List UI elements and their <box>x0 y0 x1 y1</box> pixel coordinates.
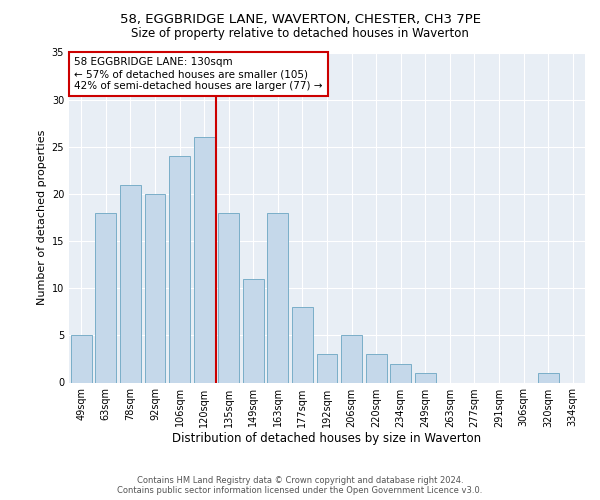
Bar <box>341 336 362 382</box>
Bar <box>218 213 239 382</box>
Bar <box>415 373 436 382</box>
Bar <box>292 307 313 382</box>
Bar <box>243 279 264 382</box>
Bar <box>145 194 166 382</box>
Bar <box>194 138 215 382</box>
Bar <box>365 354 386 382</box>
Text: Size of property relative to detached houses in Waverton: Size of property relative to detached ho… <box>131 28 469 40</box>
Bar <box>71 336 92 382</box>
X-axis label: Distribution of detached houses by size in Waverton: Distribution of detached houses by size … <box>172 432 482 446</box>
Text: Contains HM Land Registry data © Crown copyright and database right 2024.
Contai: Contains HM Land Registry data © Crown c… <box>118 476 482 495</box>
Text: 58, EGGBRIDGE LANE, WAVERTON, CHESTER, CH3 7PE: 58, EGGBRIDGE LANE, WAVERTON, CHESTER, C… <box>119 12 481 26</box>
Bar <box>95 213 116 382</box>
Bar <box>390 364 411 382</box>
Text: 58 EGGBRIDGE LANE: 130sqm
← 57% of detached houses are smaller (105)
42% of semi: 58 EGGBRIDGE LANE: 130sqm ← 57% of detac… <box>74 58 323 90</box>
Bar <box>268 213 289 382</box>
Bar <box>317 354 337 382</box>
Bar <box>538 373 559 382</box>
Bar <box>169 156 190 382</box>
Y-axis label: Number of detached properties: Number of detached properties <box>37 130 47 305</box>
Bar <box>120 184 141 382</box>
